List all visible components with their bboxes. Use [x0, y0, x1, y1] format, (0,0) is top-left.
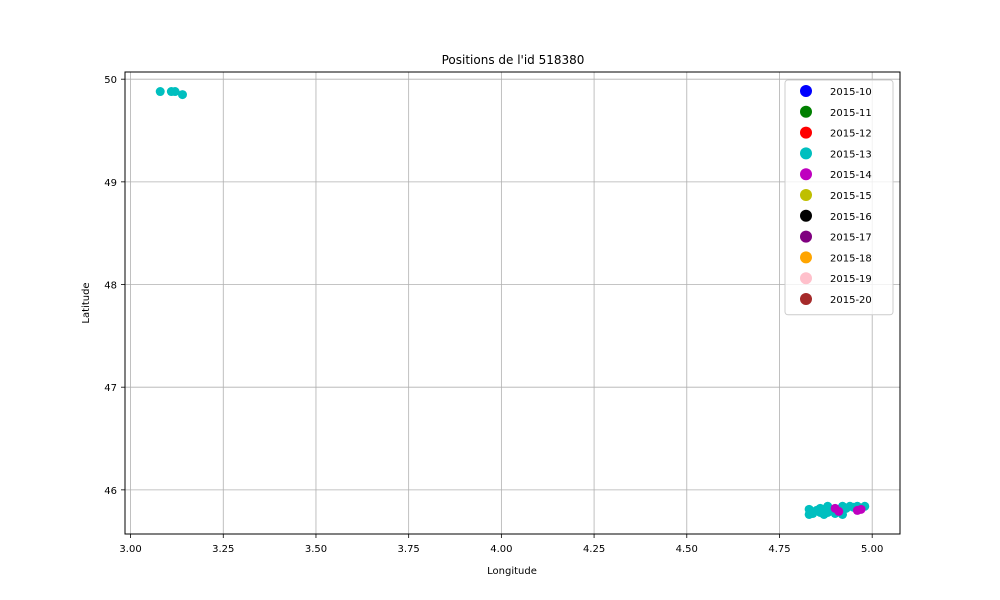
x-axis-ticks: 3.00 3.25 3.50 3.75 4.00 4.25 4.50 4.75 5.00	[119, 534, 883, 555]
x-axis-label: Longitude	[487, 566, 537, 577]
data-point-2015-14	[834, 506, 844, 516]
x-tick-label: 4.75	[768, 544, 790, 555]
legend-box	[784, 79, 894, 316]
legend-marker-2015-13	[800, 147, 812, 160]
legend-marker-2015-11	[800, 105, 812, 118]
x-tick-label: 3.25	[212, 544, 234, 555]
legend-label: 2015-20	[830, 295, 872, 306]
legend-marker-2015-20	[800, 293, 812, 305]
legend-label: 2015-12	[830, 129, 872, 140]
data-point-2015-13	[155, 87, 165, 97]
x-tick-label: 4.50	[676, 544, 698, 555]
y-tick-label: 50	[104, 75, 117, 86]
y-tick-label: 49	[104, 178, 117, 189]
x-tick-label: 4.25	[583, 544, 605, 555]
legend-marker-2015-16	[800, 209, 812, 222]
y-axis-label: Latitude	[81, 282, 92, 323]
legend-label: 2015-16	[830, 212, 872, 223]
x-tick-label: 5.00	[861, 544, 883, 555]
legend-marker-2015-18	[800, 251, 812, 264]
legend-marker-2015-12	[800, 126, 812, 139]
legend-label: 2015-17	[830, 233, 872, 244]
data-point-2015-13	[177, 90, 187, 100]
y-axis-ticks: 46 47 48 49 50	[104, 75, 125, 497]
legend-label: 2015-10	[830, 87, 872, 98]
plot-frame	[124, 71, 901, 535]
data-point-2015-14	[856, 504, 866, 514]
x-tick-label: 4.00	[490, 544, 512, 555]
legend: 2015-10 2015-11 2015-12 2015-13 2015-14 2015-…	[784, 79, 894, 316]
y-tick-label: 48	[104, 281, 117, 292]
x-tick-label: 3.50	[305, 544, 327, 555]
y-tick-label: 47	[104, 383, 117, 394]
data-points	[155, 87, 870, 519]
legend-marker-2015-10	[800, 85, 812, 97]
x-tick-label: 3.75	[398, 544, 420, 555]
legend-label: 2015-13	[830, 149, 872, 160]
y-tick-label: 46	[104, 486, 117, 497]
legend-marker-2015-14	[800, 168, 812, 181]
legend-label: 2015-11	[830, 108, 872, 119]
legend-label: 2015-14	[830, 170, 872, 181]
legend-label: 2015-15	[830, 191, 872, 202]
legend-marker-2015-17	[800, 230, 812, 243]
legend-label: 2015-19	[830, 274, 872, 285]
x-tick-label: 3.00	[119, 544, 141, 555]
legend-label: 2015-18	[830, 253, 872, 264]
chart-title: Positions de l'id 518380	[442, 53, 585, 67]
legend-marker-2015-19	[800, 272, 812, 285]
data-point-2015-13	[170, 87, 180, 97]
data-point-2015-13	[815, 503, 825, 513]
legend-marker-2015-15	[800, 189, 812, 201]
